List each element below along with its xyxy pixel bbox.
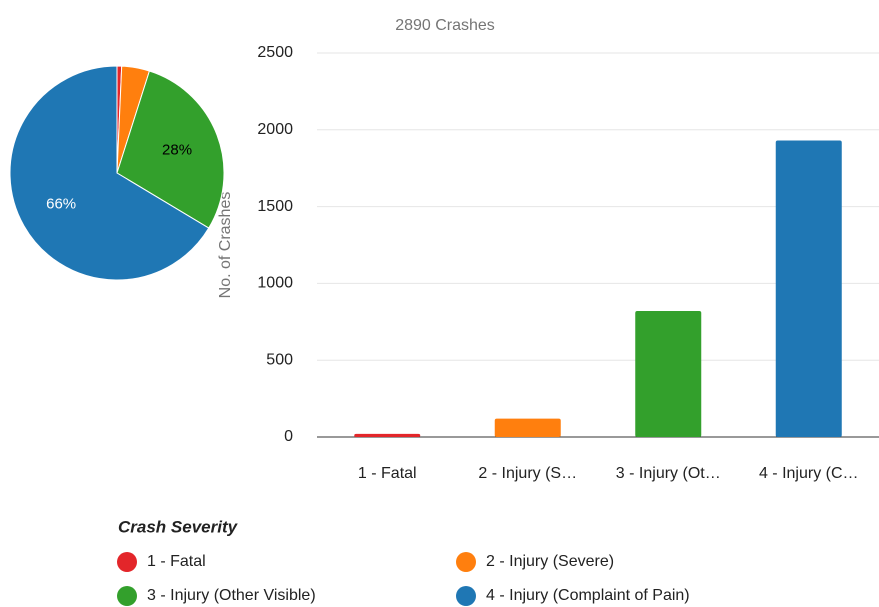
- x-tick-label: 2 - Injury (S…: [478, 465, 577, 482]
- bar: [494, 418, 561, 437]
- y-tick-label: 1000: [257, 275, 293, 292]
- pie-chart: 28% 66%: [9, 65, 225, 281]
- legend-label: 1 - Fatal: [147, 553, 206, 570]
- pie-slice: [9, 65, 210, 281]
- chart-title: 2890 Crashes: [395, 17, 495, 34]
- legend-title: Crash Severity: [118, 517, 239, 536]
- legend-label: 2 - Injury (Severe): [486, 553, 614, 570]
- x-tick-label: 1 - Fatal: [358, 465, 417, 482]
- bar-chart: 2890 Crashes No. of Crashes 0 500 1000 1500…: [217, 17, 879, 482]
- bar: [354, 433, 421, 437]
- y-axis-label: No. of Crashes: [217, 192, 234, 299]
- y-tick-label: 500: [266, 351, 293, 368]
- legend: Crash Severity 1 - Fatal 2 - Injury (Seve…: [117, 517, 690, 606]
- y-tick-label: 2500: [257, 44, 293, 61]
- y-tick-label: 0: [284, 428, 293, 445]
- legend-marker: [117, 586, 137, 606]
- bar: [775, 140, 842, 437]
- legend-marker: [456, 552, 476, 572]
- bar: [635, 311, 702, 437]
- x-tick-label: 3 - Injury (Ot…: [616, 465, 721, 482]
- y-tick-label: 2000: [257, 121, 293, 138]
- y-tick-label: 1500: [257, 198, 293, 215]
- legend-marker: [456, 586, 476, 606]
- legend-label: 4 - Injury (Complaint of Pain): [486, 587, 690, 604]
- slice-label: 66%: [46, 196, 76, 213]
- slice-label: 28%: [162, 141, 192, 158]
- legend-marker: [117, 552, 137, 572]
- x-tick-label: 4 - Injury (C…: [759, 465, 859, 482]
- legend-label: 3 - Injury (Other Visible): [147, 587, 316, 604]
